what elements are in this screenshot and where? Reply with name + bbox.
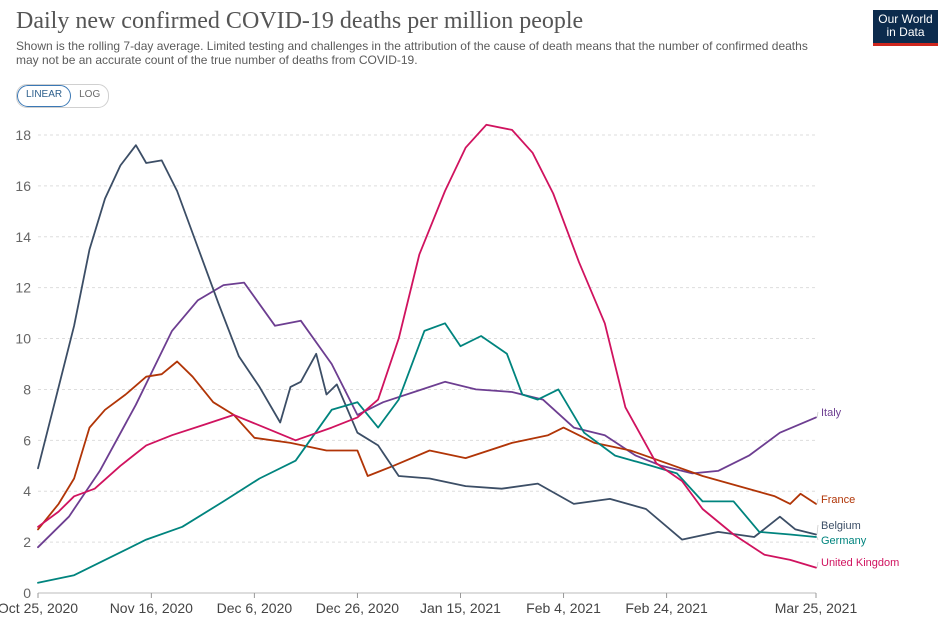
y-tick-label: 8 <box>23 381 31 397</box>
x-tick-label: Mar 25, 2021 <box>775 600 858 616</box>
series-line-united-kingdom[interactable] <box>37 123 817 569</box>
series-label-france[interactable]: France <box>821 494 855 506</box>
y-tick-label: 6 <box>23 432 31 448</box>
x-tick-label: Feb 4, 2021 <box>526 600 601 616</box>
logo-line-1: Our World <box>878 12 933 26</box>
series-line-italy[interactable] <box>37 281 817 549</box>
y-tick-label: 2 <box>23 534 31 550</box>
scale-toggle: LINEAR LOG <box>16 84 110 108</box>
logo-line-2: in Data <box>886 25 925 39</box>
log-scale-button[interactable]: LOG <box>79 89 101 100</box>
label-connector <box>816 524 819 535</box>
page-title: Daily new confirmed COVID-19 deaths per … <box>16 8 584 34</box>
x-tick-label: Nov 16, 2020 <box>110 600 193 616</box>
x-tick-label: Jan 15, 2021 <box>420 600 501 616</box>
series-line-france[interactable] <box>37 360 817 531</box>
x-axis-ticks: Oct 25, 2020 Nov 16, 2020 Dec 6, 2020 Dec 2… <box>0 593 857 616</box>
label-connector <box>816 498 819 505</box>
series-label-germany[interactable]: Germany <box>821 535 867 547</box>
label-connector <box>816 536 819 541</box>
series-label-italy[interactable]: Italy <box>821 407 842 419</box>
series-label-united-kingdom[interactable]: United Kingdom <box>821 557 899 569</box>
series-labels: Italy France Belgium Germany United Kingdom <box>816 407 899 569</box>
series-label-belgium[interactable]: Belgium <box>821 520 861 532</box>
y-tick-label: 0 <box>23 585 31 601</box>
y-tick-label: 14 <box>15 229 31 245</box>
series-line-belgium[interactable] <box>37 144 817 541</box>
x-tick-label: Dec 6, 2020 <box>217 600 293 616</box>
label-connector <box>816 561 819 568</box>
x-tick-label: Dec 26, 2020 <box>316 600 399 616</box>
y-axis-ticks: 0 2 4 6 8 10 12 14 16 18 <box>15 127 31 601</box>
x-tick-label: Oct 25, 2020 <box>0 600 78 616</box>
series-line-germany[interactable] <box>37 322 817 584</box>
y-tick-label: 16 <box>15 178 31 194</box>
y-gridlines <box>38 134 816 594</box>
x-tick-label: Feb 24, 2021 <box>625 600 708 616</box>
y-tick-label: 10 <box>15 331 31 347</box>
owid-logo[interactable]: Our World in Data <box>873 10 938 46</box>
y-tick-label: 4 <box>23 483 31 499</box>
y-tick-label: 18 <box>15 127 31 143</box>
linear-scale-button[interactable]: LINEAR <box>17 85 72 107</box>
chart-subtitle: Shown is the rolling 7-day average. Limi… <box>16 39 808 67</box>
label-connector <box>816 411 819 418</box>
y-tick-label: 12 <box>15 280 31 296</box>
series-lines <box>37 123 817 584</box>
